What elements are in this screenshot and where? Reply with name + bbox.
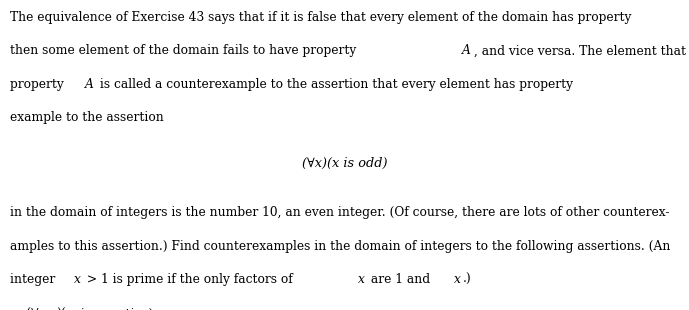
Text: integer: integer <box>10 273 59 286</box>
Text: )(: )( <box>56 308 65 310</box>
Text: > 1 is prime if the only factors of: > 1 is prime if the only factors of <box>83 273 296 286</box>
Text: then some element of the domain fails to have property: then some element of the domain fails to… <box>10 44 360 57</box>
Text: property: property <box>10 78 68 91</box>
Text: The equivalence of Exercise 43 says that if it is false that every element of th: The equivalence of Exercise 43 says that… <box>10 11 635 24</box>
Text: amples to this assertion.) Find counterexamples in the domain of integers to the: amples to this assertion.) Find countere… <box>10 240 670 253</box>
Text: A: A <box>462 44 471 57</box>
Text: are 1 and: are 1 and <box>367 273 434 286</box>
Text: (∀x)(x is odd): (∀x)(x is odd) <box>302 157 387 170</box>
Text: x: x <box>453 273 460 286</box>
Text: .): .) <box>462 273 471 286</box>
Text: x: x <box>69 308 75 310</box>
Text: is negative): is negative) <box>77 308 154 310</box>
Text: A: A <box>85 78 94 91</box>
Text: a.  (∀: a. (∀ <box>10 308 39 310</box>
Text: example to the assertion: example to the assertion <box>10 111 164 124</box>
Text: x: x <box>47 308 54 310</box>
Text: in the domain of integers is the number 10, an even integer. (Of course, there a: in the domain of integers is the number … <box>10 206 670 219</box>
Text: is called a counterexample to the assertion that every element has property: is called a counterexample to the assert… <box>96 78 577 91</box>
Text: x: x <box>358 273 365 286</box>
Text: x: x <box>74 273 81 286</box>
Text: , and vice versa. The element that fails to have: , and vice versa. The element that fails… <box>473 44 689 57</box>
